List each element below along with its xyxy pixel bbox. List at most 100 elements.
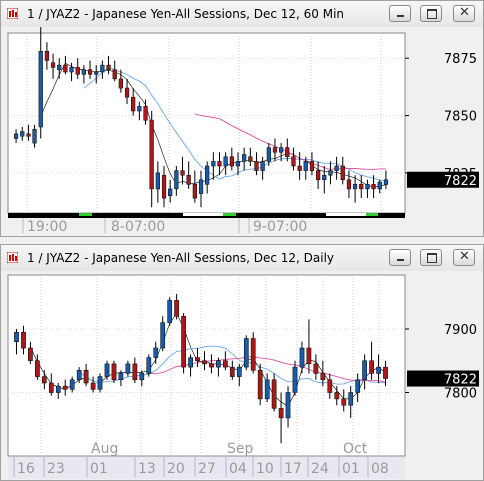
candle-body <box>292 366 298 393</box>
date-label: 10 <box>256 461 274 477</box>
candle <box>248 147 253 166</box>
candle <box>309 152 315 176</box>
candle-body <box>137 106 142 112</box>
date-strip <box>8 457 405 479</box>
candle <box>76 367 82 383</box>
candle <box>254 152 259 176</box>
candle <box>211 152 216 180</box>
candle-body <box>62 385 68 390</box>
candle-body <box>118 373 124 381</box>
window-title: 1 / JYAZ2 - Japanese Yen-All Sessions, D… <box>27 7 345 21</box>
date-label: 23 <box>47 461 65 477</box>
close-button[interactable]: ✕ <box>453 249 475 266</box>
candle <box>327 373 333 399</box>
candle <box>118 370 124 387</box>
candle-body <box>69 67 74 73</box>
candle-body <box>118 78 123 89</box>
candle-body <box>229 366 235 377</box>
candle-body <box>44 51 50 61</box>
candle-body <box>174 300 179 317</box>
candle-body <box>242 154 247 162</box>
candle-body <box>20 131 25 137</box>
month-label: Sep <box>227 441 254 457</box>
candle <box>320 360 326 387</box>
minimize-button[interactable] <box>389 5 411 22</box>
date-label: 08 <box>371 461 389 477</box>
restore-button[interactable] <box>420 249 442 266</box>
candle-body <box>320 373 326 381</box>
restore-button[interactable] <box>420 5 442 22</box>
candle <box>137 101 142 121</box>
candle-body <box>106 64 111 70</box>
candle-body <box>63 64 68 73</box>
candle-body <box>75 67 80 75</box>
window-titlebar[interactable]: 1 / JYAZ2 - Japanese Yen-All Sessions, D… <box>1 245 483 271</box>
candle <box>38 27 43 139</box>
candle-body <box>14 331 19 342</box>
date-label: 16 <box>17 461 35 477</box>
candle <box>132 357 138 383</box>
candle <box>346 170 352 199</box>
candle-body <box>316 170 321 181</box>
candle-body <box>181 316 186 368</box>
candle <box>229 147 234 171</box>
candle <box>383 170 389 189</box>
candle-body <box>38 51 43 128</box>
date-label: 24 <box>311 461 329 477</box>
candle-body <box>369 360 374 374</box>
candle-body <box>81 69 86 75</box>
candle-body <box>48 382 54 393</box>
candle <box>112 60 117 82</box>
candle <box>359 175 364 199</box>
candle <box>250 332 256 374</box>
candle-body <box>35 360 40 377</box>
candle-body <box>76 370 82 381</box>
candle-body <box>149 119 154 190</box>
candle <box>26 124 31 141</box>
candle-body <box>186 174 191 185</box>
time-axis: 19:00 8-07:00 9-07:00 <box>22 218 307 235</box>
candle-body <box>291 156 296 167</box>
price-chart-60min[interactable]: 7875785078257822 19:008-07:009-07:00 <box>1 27 483 235</box>
candle-body <box>28 347 33 361</box>
candle <box>291 147 296 171</box>
candle <box>257 363 263 406</box>
candle-body <box>94 71 99 75</box>
candle <box>161 165 167 208</box>
candle <box>352 175 358 203</box>
candle <box>55 382 61 399</box>
plot-area <box>7 274 406 457</box>
candle-body <box>309 161 315 171</box>
session-gap <box>183 213 223 216</box>
candle-body <box>97 376 103 390</box>
candle <box>28 341 33 364</box>
candle-body <box>383 179 389 185</box>
close-button[interactable]: ✕ <box>453 5 475 22</box>
candle <box>118 69 123 93</box>
candle <box>111 360 117 383</box>
candle-body <box>83 370 89 384</box>
candle <box>217 152 222 176</box>
candle <box>355 373 361 403</box>
minimize-button[interactable] <box>389 249 411 266</box>
candle <box>69 376 75 393</box>
candle <box>149 110 154 208</box>
candle <box>285 386 291 428</box>
candle-body <box>143 106 148 121</box>
candle <box>306 319 312 374</box>
candle <box>153 341 159 364</box>
candle-body <box>205 165 210 185</box>
candle <box>365 179 370 199</box>
candle <box>216 357 221 377</box>
price-label: 7875 <box>444 52 477 67</box>
candle-body <box>198 179 204 194</box>
price-label: 7850 <box>444 110 477 125</box>
candle-body <box>359 184 364 190</box>
candle <box>377 179 382 194</box>
candle <box>285 138 290 162</box>
date-label: 27 <box>198 461 216 477</box>
candle <box>271 373 277 412</box>
window-titlebar[interactable]: 1 / JYAZ2 - Japanese Yen-All Sessions, D… <box>1 1 483 27</box>
candle <box>155 161 160 203</box>
